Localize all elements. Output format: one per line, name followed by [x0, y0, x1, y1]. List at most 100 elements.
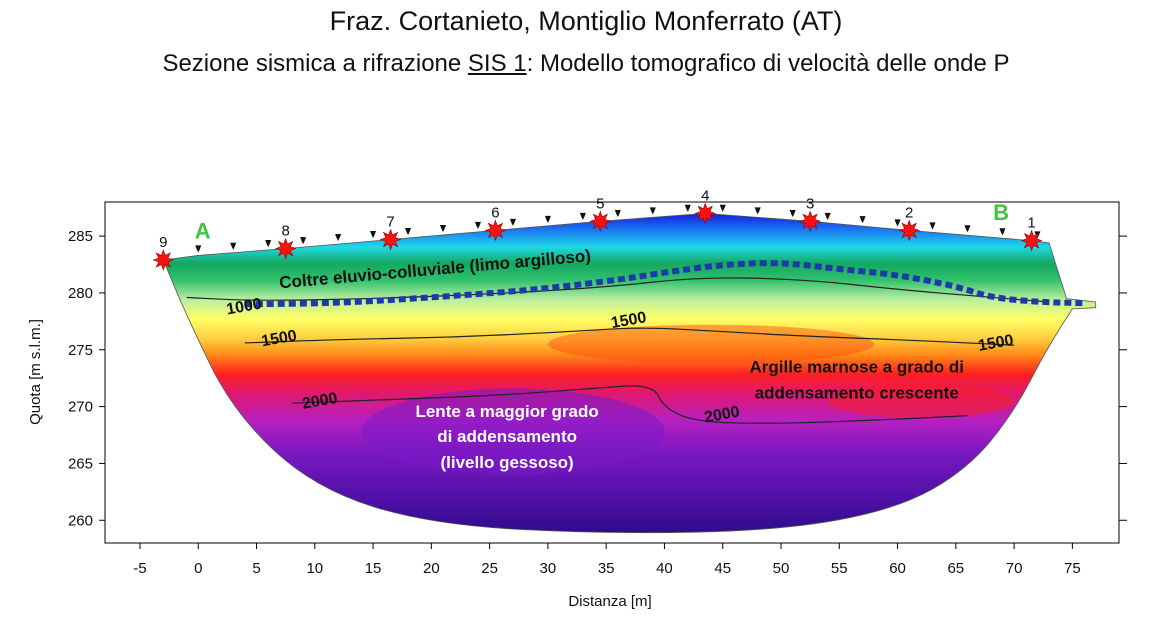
- shot-number: 1: [1027, 215, 1035, 232]
- x-axis-ticks: -5 0 5 10 15 20 25 30 35 40 45 50 55 60 65 70 75: [133, 543, 1081, 577]
- shot-star: [589, 210, 612, 233]
- contour-2000-2: [291, 385, 968, 424]
- shot-number: 3: [806, 195, 814, 212]
- y-axis-ticks: 260 265 270 275 280 285: [68, 228, 1127, 529]
- geophone-marker: [509, 218, 516, 226]
- geophone-marker: [859, 216, 866, 224]
- x-tick-label: 60: [889, 560, 906, 577]
- x-tick-label: 40: [656, 560, 673, 577]
- shot-point-6: 6: [484, 204, 507, 242]
- contour-1000-0: [186, 277, 1050, 303]
- geophone-marker: [440, 224, 446, 232]
- shot-star: [694, 202, 717, 225]
- x-tick-label: 50: [773, 560, 790, 577]
- contour-label-1: 1500: [260, 327, 298, 350]
- geophone-marker: [719, 204, 726, 212]
- geophone-marker: [265, 239, 272, 247]
- shot-point-9: 9: [152, 234, 175, 271]
- shot-star: [379, 228, 402, 251]
- shot-point-3: 3: [799, 195, 821, 233]
- x-tick-label: 10: [306, 560, 323, 577]
- geophone-marker: [684, 204, 691, 212]
- velocity-bands: [361, 324, 1015, 475]
- subtitle-suffix: : Modello tomografico di velocità delle …: [526, 50, 1010, 77]
- contour-label-5: 2000: [703, 404, 741, 427]
- geophone-marker: [474, 221, 481, 229]
- refractor-line: [244, 260, 1085, 308]
- x-tick-label: 25: [481, 560, 498, 577]
- contour-lines: [186, 277, 1050, 424]
- contour-1500-1: [244, 327, 1015, 346]
- geophone-marker: [405, 227, 412, 235]
- shot-number: 8: [281, 223, 289, 240]
- endpoint-a-label: A: [195, 218, 211, 243]
- shot-point-1: 1: [1020, 215, 1043, 252]
- geophone-marker: [754, 207, 761, 215]
- contour-label-2: 1500: [610, 309, 648, 332]
- shot-star: [274, 237, 297, 260]
- shot-point-7: 7: [379, 214, 402, 251]
- geophone-marker: [370, 231, 377, 239]
- x-tick-label: 5: [252, 560, 260, 577]
- x-axis-label: Distanza [m]: [568, 593, 651, 610]
- shot-star: [484, 219, 507, 242]
- y-tick-label: 260: [68, 512, 93, 529]
- y-tick-label: 285: [68, 228, 93, 245]
- geophone-marker: [999, 228, 1006, 236]
- clay-label-line1: Argille marnose a grado di: [750, 358, 964, 377]
- geophone-marker: [894, 219, 901, 227]
- geophone-marker: [335, 234, 342, 242]
- x-tick-label: 55: [831, 560, 848, 577]
- contour-label-4: 2000: [301, 390, 339, 413]
- geophone-marker: [544, 215, 551, 223]
- y-tick-label: 275: [68, 342, 93, 359]
- geophone-marker: [964, 225, 971, 233]
- y-tick-label: 265: [68, 455, 93, 472]
- x-tick-label: 20: [423, 560, 440, 577]
- geophone-marker: [649, 207, 656, 215]
- geophone-marker: [195, 245, 202, 253]
- geophone-marker: [789, 209, 796, 217]
- chart-subtitle: Sezione sismica a rifrazione SIS 1: Mode…: [0, 50, 1172, 78]
- geophone-marker: [929, 222, 936, 230]
- x-tick-label: 75: [1064, 560, 1081, 577]
- x-tick-label: 30: [540, 560, 557, 577]
- contour-labels: 1000 1500 1500 1500 2000 2000: [225, 296, 1015, 427]
- y-axis-label: Quota [m s.l.m.]: [27, 319, 44, 425]
- contour-label-3: 1500: [977, 332, 1015, 355]
- shot-star: [1020, 229, 1043, 252]
- shot-point-5: 5: [589, 195, 612, 233]
- shot-star: [898, 219, 921, 242]
- geophone-marker: [300, 237, 307, 245]
- x-tick-label: 65: [947, 560, 964, 577]
- clay-label-line2: addensamento crescente: [755, 384, 959, 403]
- chart-annotations: A B Coltre eluvio-colluviale (limo argil…: [195, 200, 1009, 472]
- x-tick-label: 35: [598, 560, 615, 577]
- x-tick-label: -5: [133, 560, 146, 577]
- x-tick-label: 45: [714, 560, 731, 577]
- geophone-marker: [614, 209, 621, 217]
- shot-number: 4: [701, 187, 709, 204]
- shot-points: 1 2 3 4 5 6 7 8 9: [152, 187, 1043, 271]
- plot-frame: [104, 201, 1120, 544]
- geophone-marker: [230, 242, 237, 250]
- x-tick-label: 70: [1006, 560, 1023, 577]
- x-tick-label: 0: [194, 560, 202, 577]
- shot-point-2: 2: [898, 204, 921, 242]
- shot-point-4: 4: [694, 187, 717, 225]
- geophone-marker: [824, 212, 831, 220]
- shot-star: [152, 249, 175, 271]
- section-outline: [162, 212, 1097, 534]
- x-tick-label: 15: [365, 560, 382, 577]
- section-id-link: SIS 1: [467, 50, 527, 77]
- lens-label-line3: (livello gessoso): [441, 453, 574, 472]
- shot-number: 2: [905, 204, 913, 221]
- chart-title: Fraz. Cortanieto, Montiglio Monferrato (…: [329, 6, 843, 36]
- shot-point-8: 8: [274, 223, 297, 260]
- shot-number: 7: [386, 214, 394, 231]
- endpoint-b-label: B: [993, 200, 1009, 225]
- subtitle-prefix: Sezione sismica a rifrazione: [162, 50, 468, 77]
- y-tick-label: 270: [68, 399, 93, 416]
- shot-number: 5: [596, 195, 604, 212]
